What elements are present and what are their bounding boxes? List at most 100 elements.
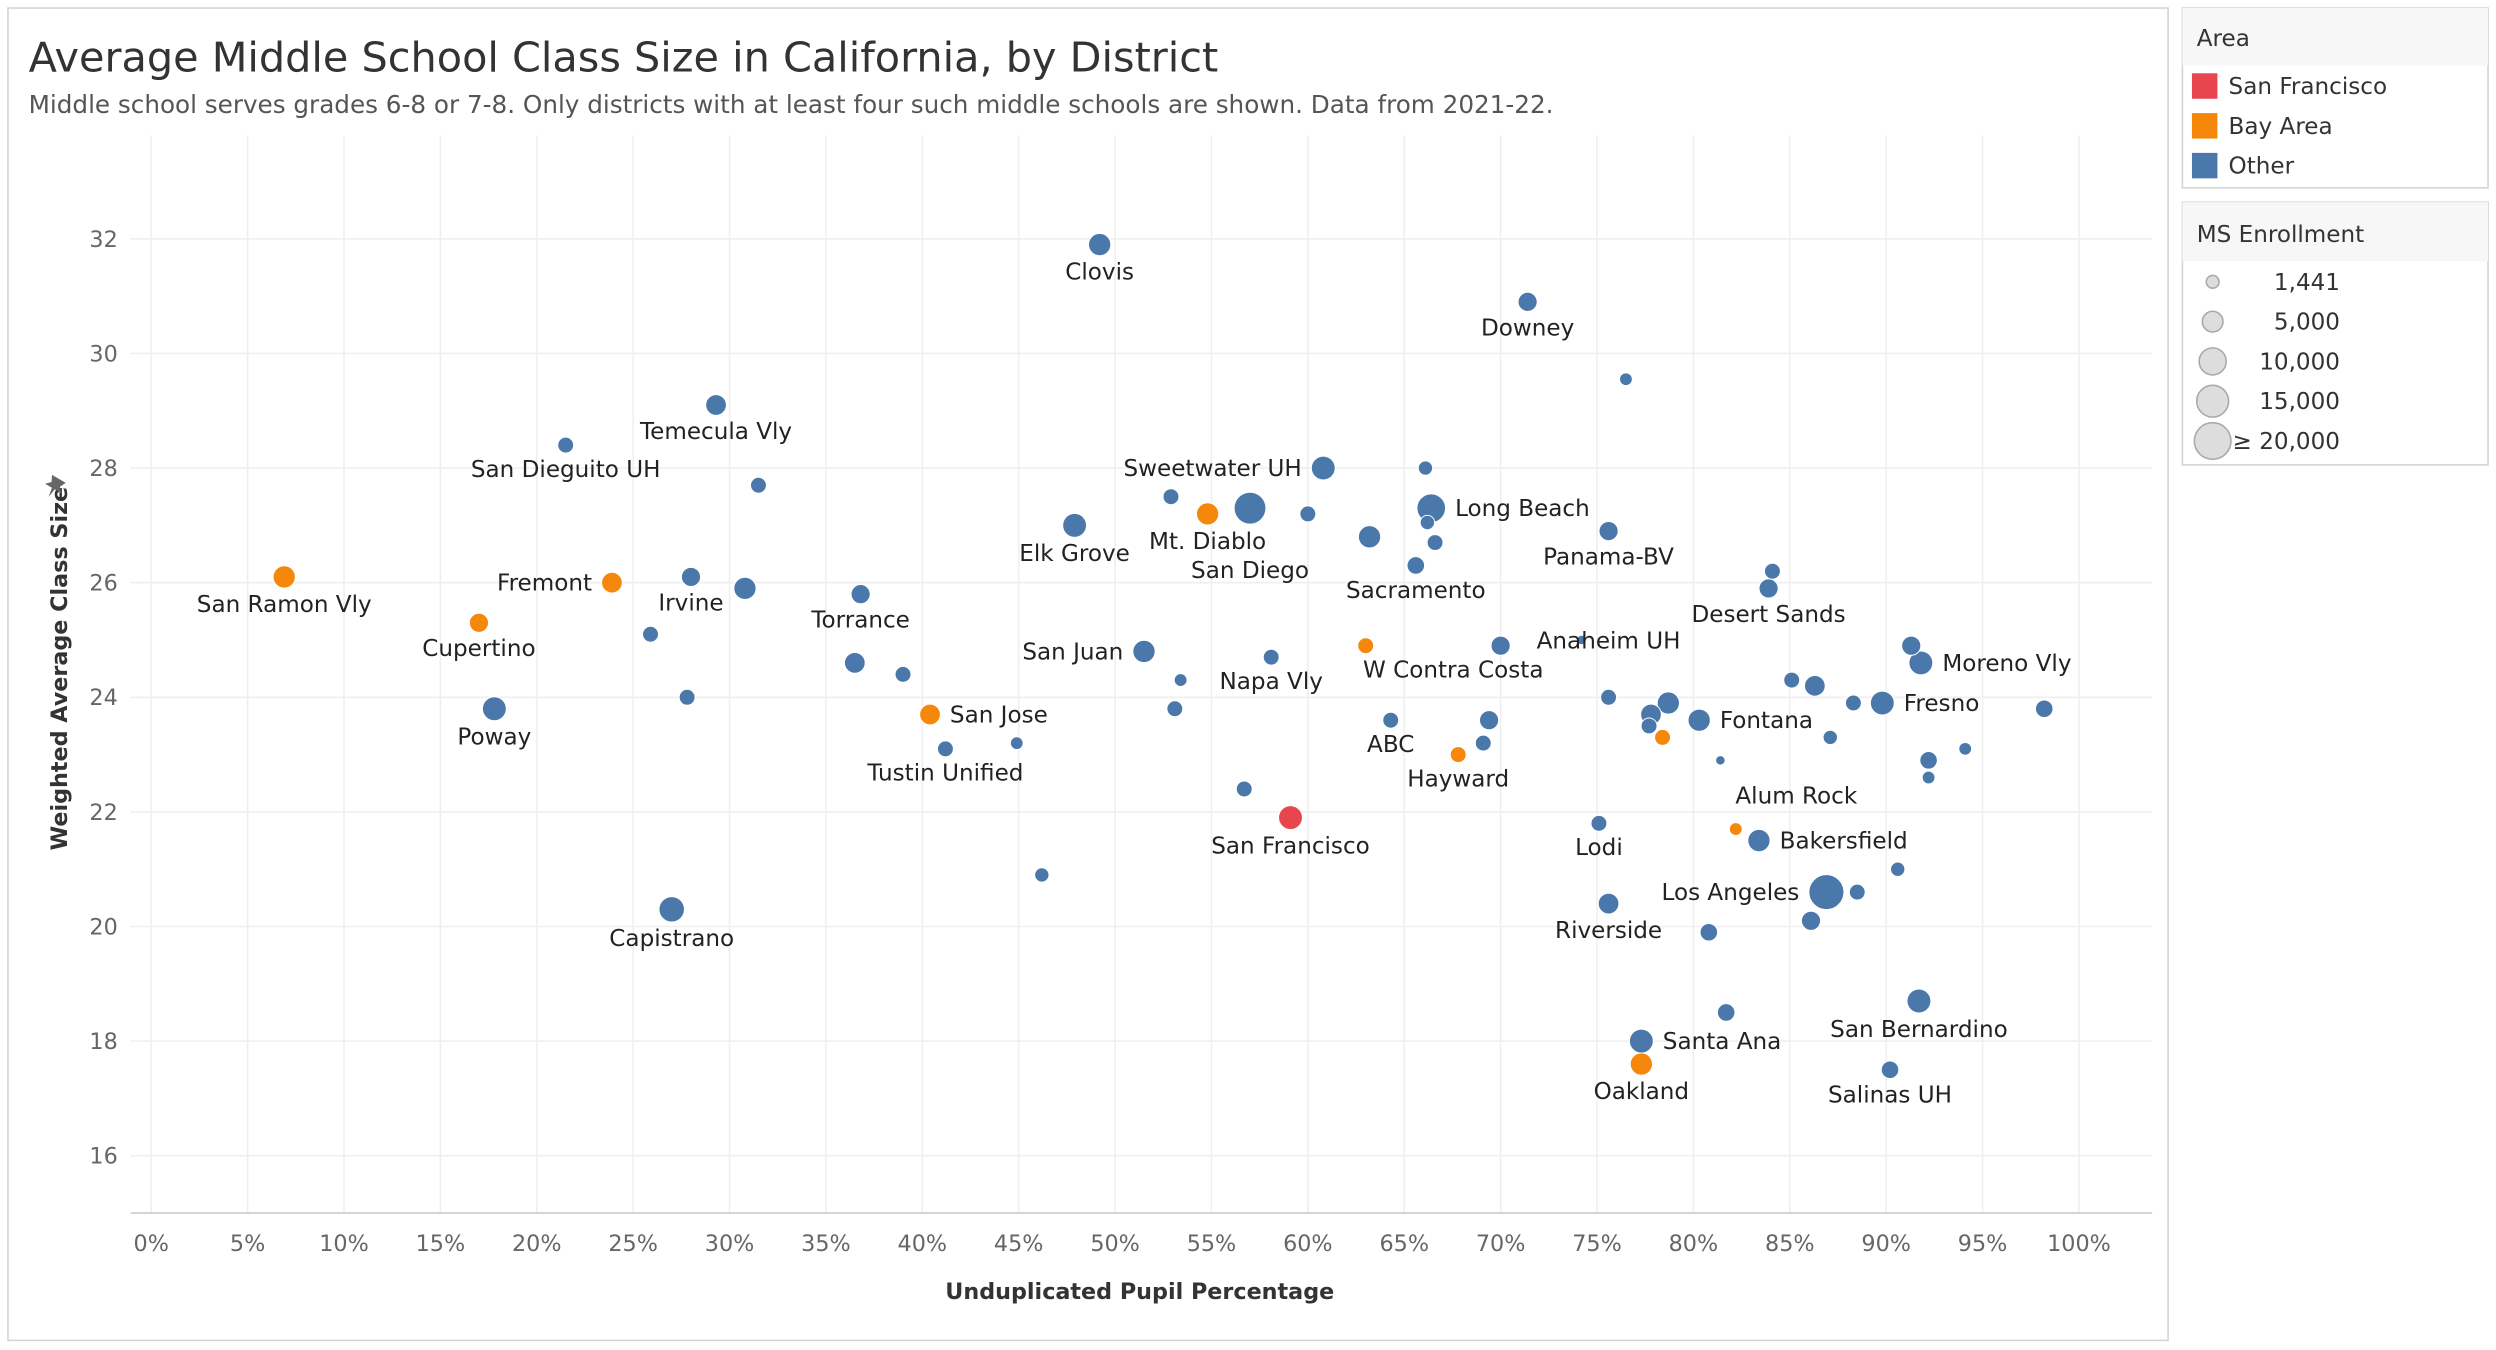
data-point	[1880, 1060, 1900, 1080]
data-point	[1783, 671, 1801, 689]
data-label: Alum Rock	[1735, 784, 1857, 810]
x-tick-label: 80%	[1669, 1231, 1719, 1257]
size-legend-title: MS Enrollment	[2197, 222, 2364, 248]
x-tick-label: 35%	[801, 1231, 850, 1257]
data-label: Hayward	[1407, 766, 1509, 792]
data-label: Fontana	[1720, 708, 1813, 734]
y-axis-label: Weighted Average Class Size	[47, 487, 73, 851]
data-point	[1628, 1028, 1654, 1054]
data-point	[1716, 1003, 1736, 1022]
data-point	[937, 740, 954, 758]
x-tick-label: 85%	[1765, 1231, 1815, 1257]
data-point	[1597, 892, 1620, 915]
data-point	[1728, 822, 1743, 836]
legend-label: San Francisco	[2229, 74, 2388, 100]
chart-panel	[7, 7, 2169, 1342]
data-point	[1654, 728, 1671, 746]
data-point	[705, 394, 727, 416]
x-tick-label: 90%	[1861, 1231, 1911, 1257]
x-tick-label: 0%	[134, 1231, 169, 1257]
data-point	[1600, 688, 1618, 706]
data-point	[1278, 805, 1303, 831]
data-point	[1474, 734, 1492, 752]
data-point	[1958, 741, 1973, 756]
data-label: Napa Vly	[1220, 669, 1323, 695]
x-tick-label: 5%	[230, 1231, 265, 1257]
x-tick-label: 95%	[1958, 1231, 2008, 1257]
y-tick-label: 24	[89, 685, 117, 711]
data-point	[658, 896, 685, 923]
data-point	[1901, 635, 1922, 656]
data-point	[1921, 770, 1936, 785]
data-label: Fresno	[1904, 691, 1980, 717]
data-label: Long Beach	[1455, 496, 1590, 522]
x-tick-label: 15%	[416, 1231, 466, 1257]
data-point	[272, 565, 296, 589]
x-tick-label: 25%	[608, 1231, 658, 1257]
area-legend-title: Area	[2197, 26, 2250, 52]
chart-subtitle: Middle school serves grades 6-8 or 7-8. …	[29, 90, 1554, 119]
data-point	[1598, 521, 1619, 542]
data-point	[1417, 460, 1434, 476]
data-point	[1132, 639, 1156, 664]
data-label: W Contra Costa	[1363, 658, 1543, 684]
data-label: San Dieguito UH	[471, 457, 661, 483]
x-axis-label: Unduplicated Pupil Percentage	[945, 1279, 1334, 1305]
legend-label: Bay Area	[2229, 114, 2333, 140]
legend-swatch	[2191, 113, 2218, 139]
data-point	[1235, 780, 1253, 798]
data-label: Temecula Vly	[639, 419, 792, 445]
data-label: San Bernardino	[1830, 1017, 2008, 1043]
data-label: Los Angeles	[1662, 880, 1800, 906]
y-tick-label: 20	[89, 914, 117, 940]
data-point	[1088, 232, 1112, 257]
data-label: Lodi	[1575, 835, 1623, 861]
data-point	[1173, 673, 1188, 687]
pin-icon[interactable]	[40, 474, 67, 501]
data-label: San Ramon Vly	[197, 592, 372, 618]
data-label: Panama-BV	[1543, 545, 1674, 571]
x-tick-label: 45%	[994, 1231, 1044, 1257]
y-tick-label: 26	[89, 571, 117, 597]
data-point	[642, 625, 659, 643]
legend-size-circle	[2201, 310, 2224, 333]
data-label: Irvine	[658, 590, 723, 616]
x-tick-label: 30%	[705, 1231, 755, 1257]
legend-swatch	[2191, 152, 2218, 179]
data-point	[1419, 514, 1436, 531]
data-point	[468, 612, 489, 633]
data-label: Riverside	[1555, 918, 1662, 944]
data-point	[1034, 867, 1050, 883]
data-point	[678, 688, 696, 706]
data-points	[272, 232, 2054, 1080]
data-point	[1699, 922, 1719, 942]
legend-size-label: ≥ 20,000	[2233, 429, 2340, 455]
legend-size-circle	[2205, 274, 2220, 289]
data-point	[1629, 1052, 1653, 1076]
data-point	[1406, 556, 1426, 575]
data-point	[1890, 861, 1906, 877]
data-label: San Juan	[1022, 639, 1123, 665]
data-point	[1382, 711, 1400, 729]
y-tick-label: 30	[89, 341, 117, 367]
data-point	[1233, 491, 1267, 525]
data-point	[481, 696, 507, 722]
data-point	[1808, 874, 1845, 911]
legend-label: Other	[2229, 154, 2295, 180]
data-point	[1449, 746, 1467, 764]
legend-size-label: 10,000	[2259, 349, 2340, 375]
y-tick-label: 16	[89, 1144, 117, 1170]
legend-size-circle	[2193, 421, 2232, 461]
legend-size-label: 1,441	[2274, 270, 2340, 296]
y-tick-label: 32	[89, 227, 117, 253]
chart-title: Average Middle School Class Size in Cali…	[29, 34, 1219, 82]
data-point	[1848, 883, 1866, 901]
data-label: Sacramento	[1346, 578, 1486, 604]
data-point	[1357, 525, 1382, 549]
data-label: Tustin Unified	[866, 761, 1023, 787]
x-tick-label: 100%	[2047, 1231, 2111, 1257]
x-tick-label: 10%	[319, 1231, 369, 1257]
data-point	[1310, 455, 1336, 481]
data-label: Bakersfield	[1780, 829, 1908, 855]
data-point	[1869, 690, 1895, 716]
